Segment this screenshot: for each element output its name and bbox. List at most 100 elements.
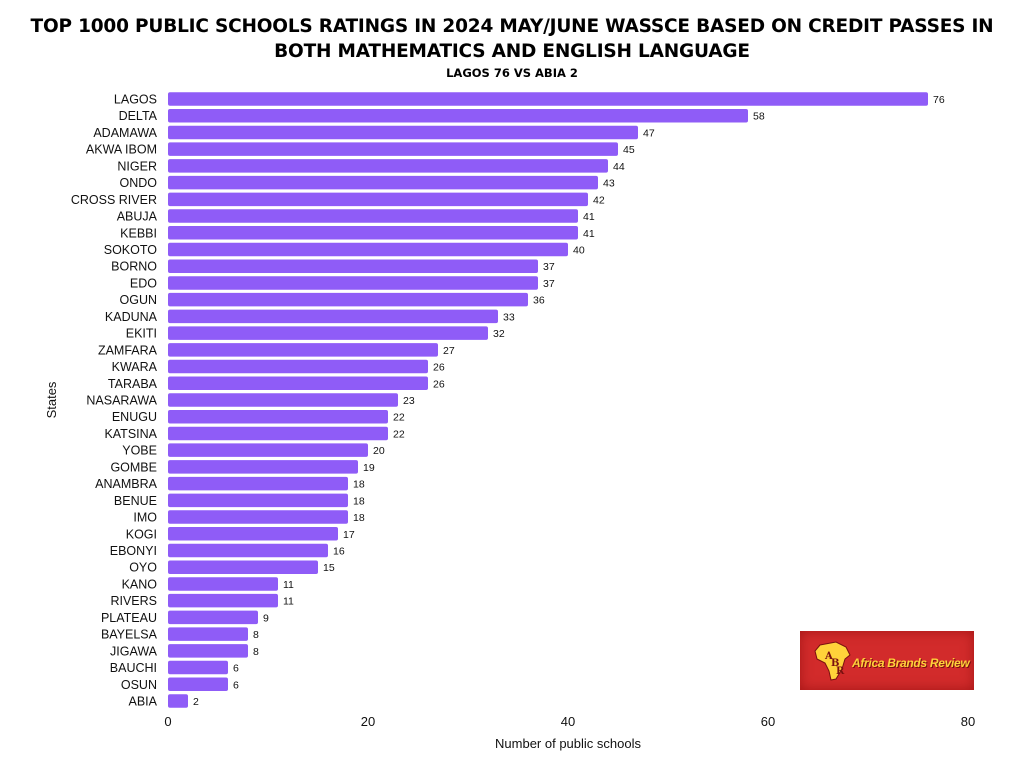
data-label: 11: [283, 596, 294, 608]
bar: [168, 376, 428, 391]
bar: [168, 142, 618, 156]
data-label: 20: [373, 445, 385, 457]
bar: [168, 426, 388, 441]
bar: [168, 226, 578, 240]
data-label: 16: [333, 546, 345, 558]
bar: [168, 610, 258, 625]
data-label: 22: [393, 428, 405, 440]
data-label: 76: [933, 94, 945, 106]
category-label: ABUJA: [117, 210, 158, 224]
data-label: 11: [283, 579, 294, 591]
africa-brands-review-logo: A B R Africa Brands Review: [800, 631, 974, 690]
svg-text:A: A: [824, 651, 833, 662]
category-label: GOMBE: [110, 460, 157, 474]
category-label: ENUGU: [112, 410, 157, 424]
logo-text: Africa Brands Review: [852, 656, 970, 670]
x-tick-label: 40: [561, 714, 575, 729]
data-label: 22: [393, 412, 405, 424]
bar: [168, 326, 488, 340]
category-label: EKITI: [126, 327, 157, 341]
category-label: ADAMAWA: [93, 126, 157, 140]
bar: [168, 443, 368, 457]
data-label: 40: [573, 245, 585, 257]
data-label: 18: [353, 512, 365, 524]
data-label: 37: [543, 261, 555, 273]
bar: [168, 593, 278, 608]
category-label: EBONYI: [110, 544, 157, 558]
bar: [168, 359, 428, 374]
data-label: 41: [583, 211, 595, 223]
bar: [168, 660, 228, 675]
category-label: OGUN: [120, 293, 158, 307]
bar: [168, 125, 638, 140]
svg-text:R: R: [836, 666, 845, 677]
bar: [168, 309, 498, 324]
category-label: KOGI: [126, 527, 157, 541]
data-label: 41: [583, 228, 595, 240]
category-label: SOKOTO: [104, 243, 158, 257]
category-label: BENUE: [114, 494, 157, 508]
bar: [168, 560, 318, 574]
data-label: 42: [593, 194, 605, 206]
x-axis-label: Number of public schools: [495, 736, 641, 751]
category-label: IMO: [133, 511, 157, 525]
category-label: CROSS RIVER: [71, 193, 157, 207]
category-label: LAGOS: [114, 93, 157, 107]
x-tick-label: 60: [761, 714, 775, 729]
bar: [168, 460, 358, 474]
bar: [168, 92, 928, 106]
category-label: KATSINA: [104, 427, 157, 441]
category-label: NIGER: [117, 159, 157, 173]
category-label: OYO: [129, 561, 157, 575]
category-label: KEBBI: [120, 226, 157, 240]
category-label: TARABA: [108, 377, 158, 391]
bar: [168, 393, 398, 407]
data-label: 43: [603, 178, 615, 190]
data-label: 33: [503, 311, 515, 323]
x-tick-label: 20: [361, 714, 375, 729]
category-label: JIGAWA: [110, 644, 158, 658]
x-tick-label: 0: [164, 714, 171, 729]
category-label: BAUCHI: [110, 661, 157, 675]
data-label: 44: [613, 161, 625, 173]
data-label: 2: [193, 696, 199, 708]
data-label: 36: [533, 295, 545, 307]
category-label: KWARA: [112, 360, 158, 374]
data-label: 37: [543, 278, 555, 290]
bar: [168, 343, 438, 357]
data-label: 18: [353, 479, 365, 491]
category-label: OSUN: [121, 678, 157, 692]
category-label: YOBE: [122, 444, 157, 458]
data-label: 23: [403, 395, 415, 407]
svg-text:B: B: [831, 658, 839, 669]
data-label: 47: [643, 127, 655, 139]
chart-subtitle: LAGOS 76 VS ABIA 2: [446, 66, 578, 80]
bar: [168, 259, 538, 273]
category-label: PLATEAU: [101, 611, 157, 625]
bar: [168, 527, 338, 541]
bar: [168, 476, 348, 491]
bar: [168, 493, 348, 508]
category-label: RIVERS: [110, 594, 157, 608]
bar: [168, 209, 578, 223]
data-label: 45: [623, 144, 635, 156]
category-label: AKWA IBOM: [86, 143, 157, 157]
bar: [168, 409, 388, 424]
category-label: EDO: [130, 276, 157, 290]
data-label: 26: [433, 378, 445, 390]
bar: [168, 276, 538, 290]
data-label: 58: [753, 111, 765, 123]
bar: [168, 159, 608, 173]
data-label: 18: [353, 495, 365, 507]
category-label: BORNO: [111, 260, 157, 274]
bar: [168, 510, 348, 524]
bar: [168, 175, 598, 190]
x-tick-label: 80: [961, 714, 975, 729]
category-label: NASARAWA: [86, 394, 157, 408]
y-axis-label: States: [44, 381, 59, 418]
chart-title: TOP 1000 PUBLIC SCHOOLS RATINGS IN 2024 …: [30, 16, 994, 62]
bar: [168, 292, 528, 307]
bar: [168, 192, 588, 207]
category-label: ABIA: [129, 695, 158, 709]
